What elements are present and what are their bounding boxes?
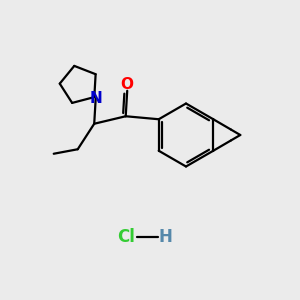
Text: H: H xyxy=(158,228,172,246)
Text: N: N xyxy=(89,91,102,106)
Text: O: O xyxy=(121,76,134,92)
Text: Cl: Cl xyxy=(117,228,135,246)
